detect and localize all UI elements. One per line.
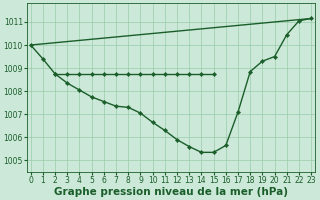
X-axis label: Graphe pression niveau de la mer (hPa): Graphe pression niveau de la mer (hPa)	[54, 187, 288, 197]
